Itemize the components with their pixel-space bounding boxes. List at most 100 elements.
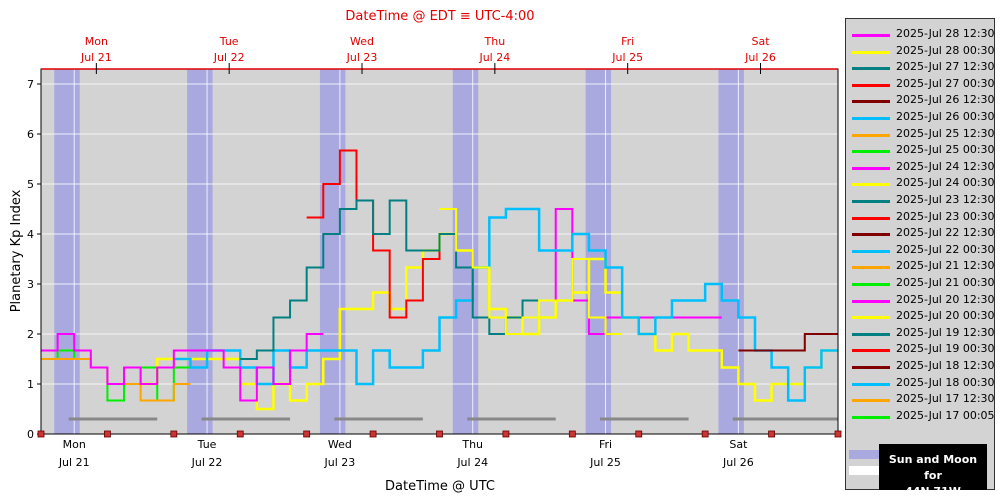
x-tick-marker <box>436 430 443 438</box>
legend-item: 2025-Jul 26 12:30 <box>852 93 995 109</box>
night-band-1 <box>187 69 213 434</box>
legend-label: 2025-Jul 26 12:30 <box>896 93 995 107</box>
legend-item: 2025-Jul 23 00:30 <box>852 209 995 226</box>
y-axis-label: Planetary Kp Index <box>9 189 24 312</box>
legend-swatch <box>852 100 890 104</box>
x-tick-day: Wed <box>328 438 352 451</box>
top-tick-date: Jul 25 <box>611 51 643 64</box>
y-tick-label: 0 <box>27 428 34 441</box>
x-tick-marker <box>369 430 377 438</box>
legend-item: 2025-Jul 27 00:30 <box>852 76 995 93</box>
legend-label: 2025-Jul 23 00:30 <box>896 209 995 223</box>
legend-swatch <box>852 166 890 170</box>
legend-swatch <box>852 34 890 37</box>
top-tick-date: Jul 21 <box>80 51 112 64</box>
legend-item: 2025-Jul 20 00:30 <box>852 309 995 325</box>
legend-swatch <box>852 349 890 353</box>
legend-swatch <box>852 200 890 203</box>
y-tick-label: 1 <box>27 378 34 391</box>
x-tick-marker <box>834 430 842 438</box>
x-tick-marker <box>37 430 45 438</box>
legend-item: 2025-Jul 19 00:30 <box>852 342 995 358</box>
x-tick-marker <box>768 430 775 438</box>
night-band-5 <box>718 69 744 434</box>
top-tick-date: Jul 26 <box>744 51 776 64</box>
x-tick-day: Sat <box>729 438 748 451</box>
legend-swatch <box>852 316 890 320</box>
legend-item: 2025-Jul 21 12:30 <box>852 259 995 275</box>
legend-item: 2025-Jul 24 00:30 <box>852 176 995 192</box>
axes: 0 1 2 3 4 5 6 7 Mon Jul 21 Tue Jul 22 Wed Jul 23 Thu Ju… <box>27 35 842 469</box>
x-tick-marker <box>236 430 244 438</box>
top-tick-date: Jul 23 <box>346 51 378 64</box>
x-tick-day: Thu <box>461 438 483 451</box>
night-swatch <box>849 450 879 459</box>
top-tick-day: Thu <box>484 35 506 48</box>
legend-label: 2025-Jul 22 12:30 <box>896 226 995 240</box>
sun-moon-line1: Sun and Moon for <box>888 453 978 482</box>
x-tick-marker <box>502 430 510 438</box>
legend-label: 2025-Jul 20 12:30 <box>896 292 995 306</box>
legend-label: 2025-Jul 20 00:30 <box>896 309 995 323</box>
legend-swatch <box>852 249 890 253</box>
sun-moon-box: Sun and Moon for 44N 71W <box>879 444 987 498</box>
legend-label: 2025-Jul 17 00:05 <box>896 408 995 422</box>
legend-item: 2025-Jul 27 12:30 <box>852 60 995 76</box>
legend-label: 2025-Jul 27 00:30 <box>896 76 995 90</box>
legend-label: 2025-Jul 28 12:30 <box>896 27 995 40</box>
legend-swatch <box>852 415 890 419</box>
x-tick-date: Jul 25 <box>589 456 621 469</box>
legend-item: 2025-Jul 20 12:30 <box>852 292 995 309</box>
legend-label: 2025-Jul 19 00:30 <box>896 342 995 356</box>
legend-label: 2025-Jul 18 12:30 <box>896 359 995 372</box>
x-tick-marker <box>701 430 709 438</box>
legend-label: 2025-Jul 28 00:30 <box>896 43 995 57</box>
x-tick-day: Tue <box>197 438 217 451</box>
top-tick-day: Mon <box>85 35 108 48</box>
legend-item: 2025-Jul 18 12:30 <box>852 359 995 375</box>
x-tick-marker <box>104 430 111 438</box>
x-tick-day: Fri <box>599 438 612 451</box>
top-tick-day: Sat <box>751 35 770 48</box>
y-tick-label: 5 <box>27 178 34 191</box>
legend-swatch <box>852 216 890 220</box>
legend-item: 2025-Jul 25 12:30 <box>852 127 995 143</box>
legend-swatch <box>852 233 890 237</box>
legend-item: 2025-Jul 25 00:30 <box>852 143 995 159</box>
legend-item: 2025-Jul 26 00:30 <box>852 110 995 126</box>
legend-item: 2025-Jul 21 00:30 <box>852 276 995 292</box>
x-axis-label: DateTime @ UTC <box>385 479 495 494</box>
legend-swatch <box>852 399 890 403</box>
legend-swatch <box>852 366 890 369</box>
legend-swatch <box>852 50 890 54</box>
legend-swatch <box>852 266 890 270</box>
legend-item: 2025-Jul 18 00:30 <box>852 376 995 392</box>
legend-label: 2025-Jul 21 00:30 <box>896 276 995 289</box>
legend-item: 2025-Jul 17 12:30 <box>852 392 995 408</box>
x-tick-date: Jul 23 <box>323 456 355 469</box>
top-tick-day: Tue <box>219 35 239 48</box>
y-tick-label: 2 <box>27 328 34 341</box>
legend-item: 2025-Jul 24 12:30 <box>852 159 995 176</box>
x-tick-marker <box>568 430 576 438</box>
legend-swatch <box>852 133 890 137</box>
legend-label: 2025-Jul 24 00:30 <box>896 176 995 190</box>
y-tick-label: 3 <box>27 278 34 291</box>
legend-swatch <box>852 183 890 187</box>
sun-moon-line2: 44N 71W <box>905 485 961 498</box>
legend-label: 2025-Jul 26 00:30 <box>896 110 995 123</box>
series-line-2025-jul-26-12-30 <box>738 333 838 352</box>
legend-label: 2025-Jul 19 12:30 <box>896 325 995 339</box>
legend-label: 2025-Jul 17 12:30 <box>896 392 995 406</box>
legend-swatch <box>852 67 890 71</box>
x-tick-date: Jul 21 <box>58 456 90 469</box>
y-tick-label: 4 <box>27 228 34 241</box>
legend-swatch <box>852 382 890 386</box>
legend-label: 2025-Jul 22 00:30 <box>896 242 995 256</box>
legend-swatch <box>852 299 890 303</box>
legend-swatch <box>852 117 890 120</box>
y-tick-label: 6 <box>27 128 34 141</box>
legend-swatch <box>852 332 890 336</box>
x-tick-date: Jul 24 <box>456 456 488 469</box>
legend-label: 2025-Jul 24 12:30 <box>896 159 995 173</box>
